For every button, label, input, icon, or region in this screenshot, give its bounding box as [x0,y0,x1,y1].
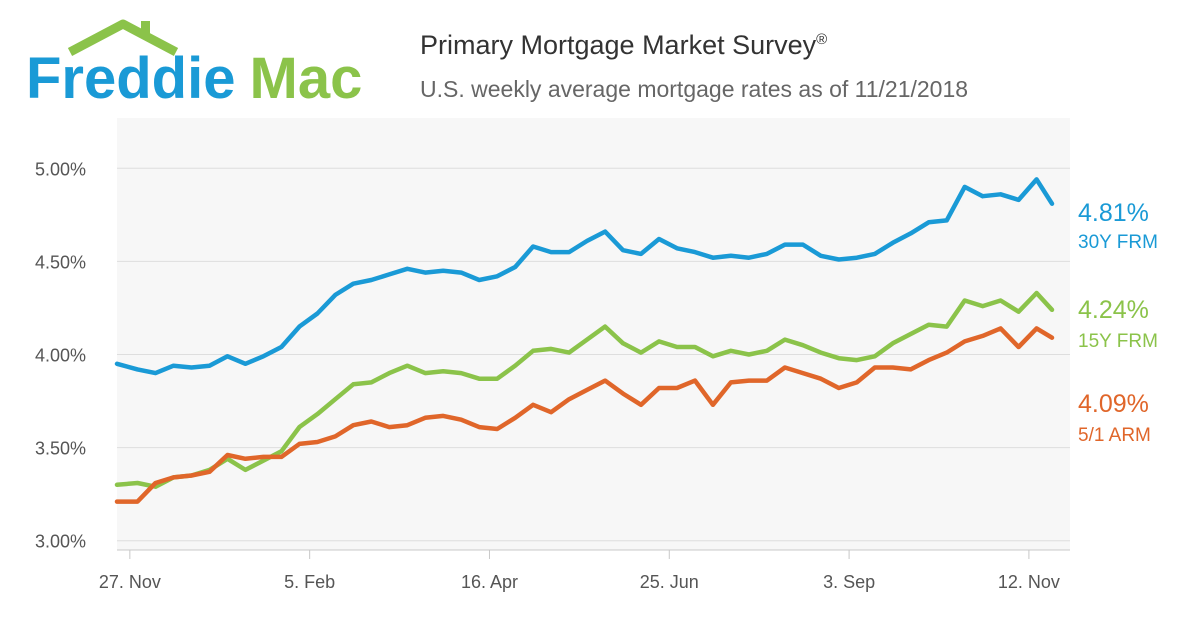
series-name-30y-frm: 30Y FRM [1078,232,1158,253]
x-tick-label: 16. Apr [461,572,518,592]
y-tick-label: 5.00% [35,159,86,179]
chart-subtitle: U.S. weekly average mortgage rates as of… [420,76,969,102]
x-tick-label: 12. Nov [998,572,1060,592]
logo-word-freddie: Freddie [26,46,236,106]
series-line-30y-frm [114,177,1055,376]
y-tick-label: 3.50% [35,439,86,459]
grid-lines [117,167,1070,542]
x-tick-label: 27. Nov [99,572,161,592]
freddie-mac-logo: Freddie Mac [26,16,386,111]
logo-chimney-icon [141,21,150,37]
series-line-15y-frm [114,290,1055,489]
chart-title-text: Primary Mortgage Market Survey [420,30,817,60]
series-name-5-1-arm: 5/1 ARM [1078,425,1151,446]
series-end-value-30y-frm: 4.81% [1078,199,1149,227]
x-tick-label: 3. Sep [823,572,875,592]
registered-mark: ® [816,31,828,48]
series-lines [114,177,1055,504]
series-end-value-5-1-arm: 4.09% [1078,390,1149,418]
series-end-value-15y-frm: 4.24% [1078,296,1149,324]
series-name-15y-frm: 15Y FRM [1078,331,1158,352]
series-end-labels: 4.81% 30Y FRM 4.24% 15Y FRM 4.09% 5/1 ARM [1078,199,1158,446]
x-tick-label: 5. Feb [284,572,335,592]
logo-roof-icon [67,19,179,56]
y-tick-label: 3.00% [35,532,86,552]
logo-wordmark: Freddie Mac [26,46,362,106]
series-line-5-1-arm [114,326,1055,504]
x-axis: 27. Nov 5. Feb 16. Apr 25. Jun 3. Sep 12. Nov [99,549,1070,592]
chart-title: Primary Mortgage Market Survey® [420,30,827,61]
y-axis: 3.00% 3.50% 4.00% 4.50% 5.00% [35,159,86,551]
logo-word-mac: Mac [250,46,363,106]
y-tick-label: 4.50% [35,252,86,272]
x-tick-label: 25. Jun [640,572,699,592]
y-tick-label: 4.00% [35,345,86,365]
